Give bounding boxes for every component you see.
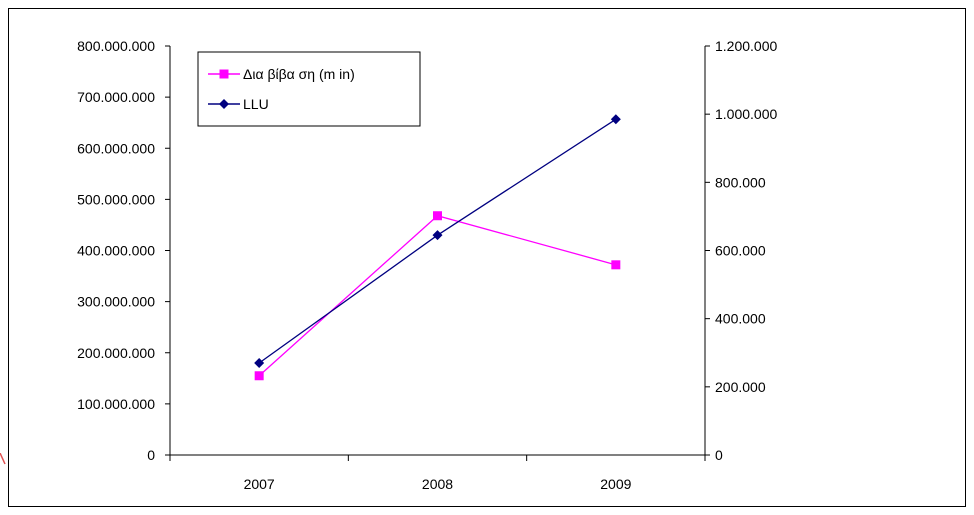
left-y-tick-label: 500.000.000 — [77, 191, 155, 207]
x-tick-label: 2009 — [600, 476, 631, 492]
right-y-tick-label: 1.000.000 — [715, 106, 777, 122]
data-point-square — [254, 371, 264, 381]
data-point-square — [433, 211, 442, 221]
right-y-ticks: 0 200.000 400.000 600.000 800.000 1.000.000 1.… — [705, 38, 777, 463]
legend-marker-square — [219, 69, 229, 79]
series-line-llu — [258, 118, 617, 364]
data-point-diamond — [610, 114, 621, 125]
edge-mark — [0, 452, 6, 465]
right-y-tick-label: 400.000 — [715, 311, 766, 327]
right-y-tick-label: 0 — [715, 447, 723, 463]
left-y-tick-label: 700.000.000 — [77, 89, 155, 105]
data-point-diamond — [254, 357, 265, 368]
x-tick-label: 2008 — [422, 476, 453, 492]
legend: Δια βίβα ση (m in) LLU — [197, 51, 421, 127]
series-layer — [254, 114, 621, 381]
x-ticks: 2007 2008 2009 — [169, 455, 706, 492]
chart-frame — [8, 8, 966, 507]
data-point-diamond — [432, 230, 443, 241]
left-y-ticks: 0 100.000.000 200.000.000 300.000.000 400.00… — [77, 38, 170, 463]
left-y-tick-label: 300.000.000 — [77, 294, 155, 310]
legend-box — [197, 51, 421, 127]
right-y-tick-label: 800.000 — [715, 174, 766, 190]
right-y-tick-label: 200.000 — [715, 379, 766, 395]
plot-area: 0 100.000.000 200.000.000 300.000.000 400.00… — [77, 38, 777, 492]
left-y-tick-label: 0 — [147, 447, 155, 463]
left-y-tick-label: 100.000.000 — [77, 396, 155, 412]
left-y-tick-label: 200.000.000 — [77, 345, 155, 361]
legend-marker-diamond — [219, 99, 229, 109]
x-tick-label: 2007 — [244, 476, 275, 492]
legend-items: Δια βίβα ση (m in) LLU — [208, 66, 355, 112]
legend-label: Δια βίβα ση (m in) — [243, 66, 355, 82]
data-point-square — [611, 260, 621, 270]
left-y-tick-label: 600.000.000 — [77, 140, 155, 156]
left-y-tick-label: 400.000.000 — [77, 243, 155, 259]
legend-label: LLU — [243, 96, 269, 112]
right-y-tick-label: 1.200.000 — [715, 38, 777, 54]
left-y-tick-label: 800.000.000 — [77, 38, 155, 54]
right-y-tick-label: 600.000 — [715, 243, 766, 259]
